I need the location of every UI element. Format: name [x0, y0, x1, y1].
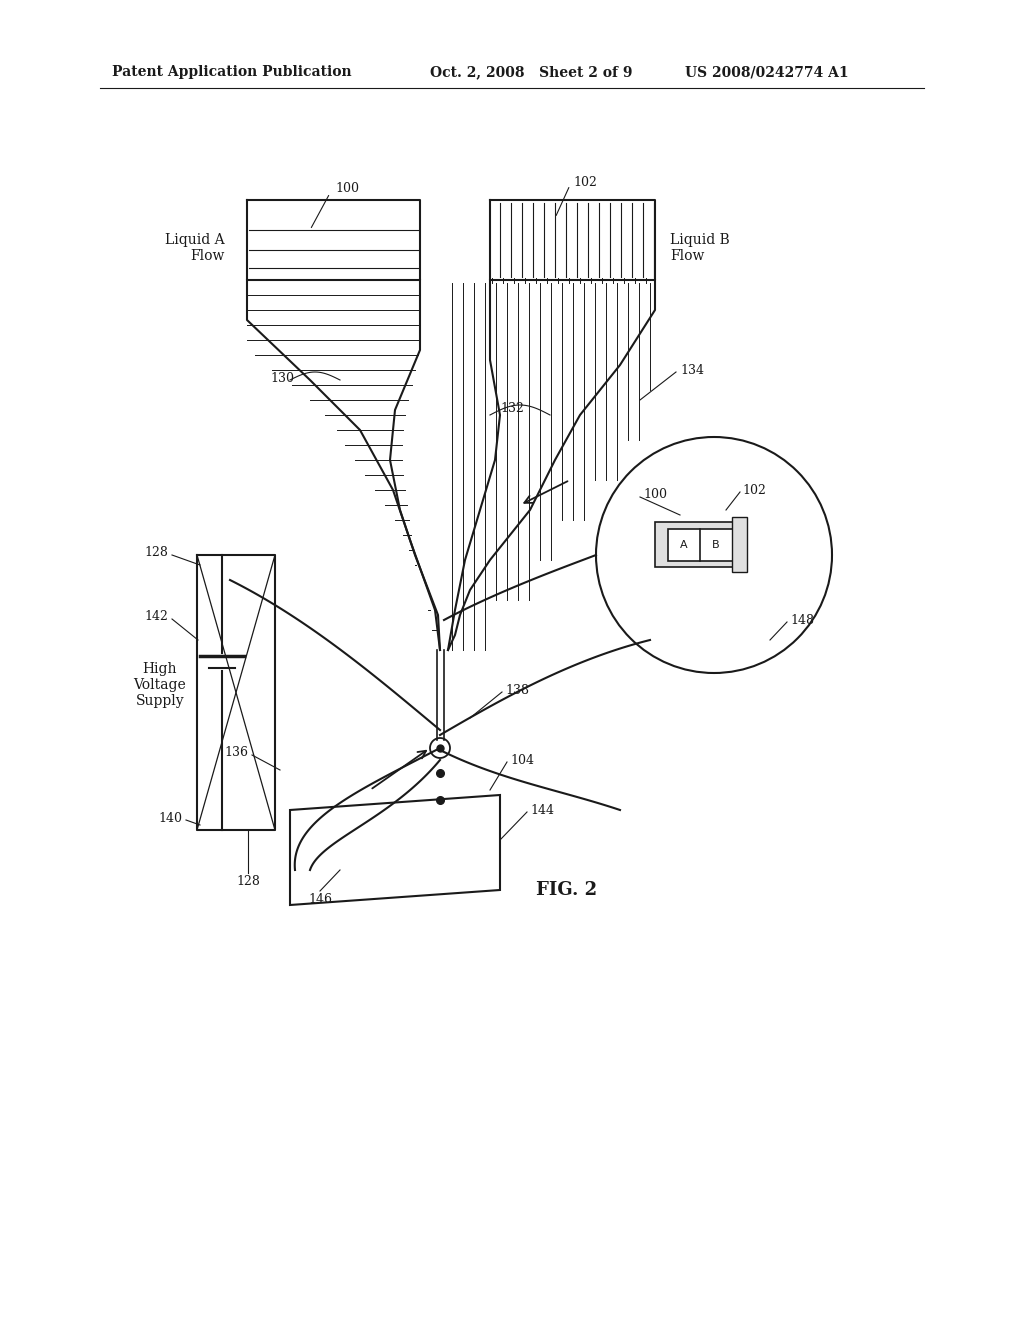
Text: 148: 148 [790, 614, 814, 627]
Text: 142: 142 [144, 610, 168, 623]
Text: 146: 146 [308, 894, 332, 906]
Text: 128: 128 [237, 875, 260, 888]
Text: US 2008/0242774 A1: US 2008/0242774 A1 [685, 65, 849, 79]
Text: 130: 130 [270, 371, 294, 384]
Text: 128: 128 [144, 546, 168, 560]
Text: B: B [712, 540, 720, 550]
Text: 140: 140 [158, 812, 182, 825]
Text: Oct. 2, 2008   Sheet 2 of 9: Oct. 2, 2008 Sheet 2 of 9 [430, 65, 633, 79]
Text: Liquid A
Flow: Liquid A Flow [165, 232, 225, 263]
Bar [668, 529, 733, 561]
Text: 134: 134 [680, 363, 705, 376]
Text: 136: 136 [224, 747, 248, 759]
Text: 132: 132 [500, 401, 524, 414]
Text: High
Voltage
Supply: High Voltage Supply [133, 661, 186, 709]
Text: 138: 138 [505, 684, 529, 697]
Text: FIG. 2: FIG. 2 [537, 880, 598, 899]
Text: 100: 100 [643, 488, 667, 502]
Bar [655, 521, 745, 568]
Text: 144: 144 [530, 804, 554, 817]
Text: A: A [680, 540, 688, 550]
Text: 100: 100 [335, 181, 359, 194]
Text: Liquid B
Flow: Liquid B Flow [670, 232, 730, 263]
Text: Patent Application Publication: Patent Application Publication [112, 65, 351, 79]
Text: 104: 104 [510, 754, 534, 767]
Text: 102: 102 [573, 176, 597, 189]
Text: 102: 102 [742, 483, 766, 496]
Bar [732, 517, 746, 572]
